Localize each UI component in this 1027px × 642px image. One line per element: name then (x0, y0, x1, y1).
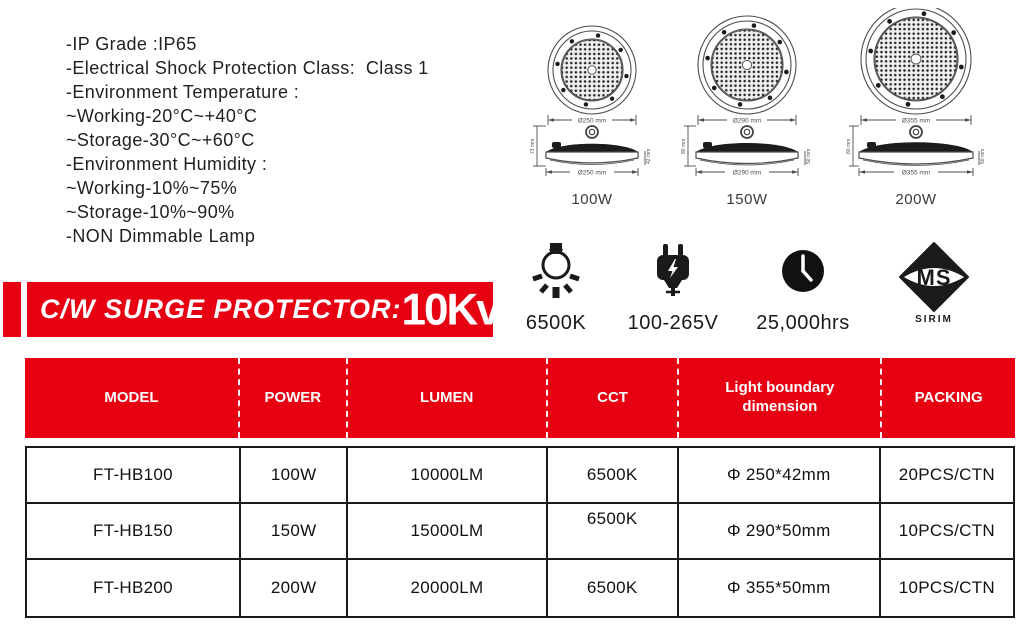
table-row: FT-HB100 100W 10000LM 6500K Φ 250*42mm 2… (27, 448, 1013, 504)
feature-label-voltage: 100-265V (627, 312, 719, 334)
power-plug-icon (657, 244, 689, 296)
cell-dimension: Φ 355*50mm (679, 560, 881, 616)
feature-cct: 6500K (501, 242, 611, 335)
table-row: FT-HB200 200W 20000LM 6500K Φ 355*50mm 1… (27, 560, 1013, 616)
dimension-label: Ø290 mm (733, 170, 762, 177)
column-header-dimension: Light boundary dimension (679, 358, 883, 438)
feature-label-cct: 6500K (525, 312, 587, 334)
clock-icon (782, 250, 824, 292)
column-header-lumen: LUMEN (348, 358, 548, 438)
technical-drawing-100w: Ø250 mm 73 mm 42 mm Ø250 mm 100W (522, 8, 662, 208)
spec-table-body: FT-HB100 100W 10000LM 6500K Φ 250*42mm 2… (25, 446, 1015, 618)
spec-line: ~Working-20°C~+40°C (66, 106, 258, 126)
spec-line: ~Working-10%~75% (66, 178, 238, 198)
dimension-label: Ø355 mm (902, 118, 931, 125)
surge-banner-label: C/W SURGE PROTECTOR: (40, 294, 402, 324)
cell-power: 200W (241, 560, 349, 616)
drawing-200w-views: Ø355 mm 80 mm 50 mm Ø355 mm (846, 8, 986, 177)
cell-packing: 10PCS/CTN (898, 578, 996, 597)
surge-banner-value: 10Kv (401, 284, 501, 335)
feature-label-sirim: SIRIM (915, 314, 953, 325)
top-dimension-line: Ø250 mm (547, 115, 637, 125)
column-header-packing: PACKING (914, 388, 983, 406)
spec-line: -Environment Humidity : (66, 154, 268, 174)
cell-lumen: 10000LM (348, 448, 548, 502)
side-view: 80 mm 50 mm Ø355 mm (846, 125, 986, 177)
table-row: FT-HB150 150W 15000LM 6500K Φ 290*50mm 1… (27, 504, 1013, 560)
spec-line: -IP Grade :IP65 (66, 34, 197, 54)
spec-line: ~Storage-30°C~+60°C (66, 130, 255, 150)
drawing-wattage-label: 100W (571, 191, 613, 208)
side-view: 80 mm 50 mm Ø290 mm (681, 125, 812, 177)
feature-lifetime: 25,000hrs (748, 242, 858, 335)
spec-line: -Environment Temperature : (66, 82, 300, 102)
cell-model: FT-HB150 (27, 504, 241, 558)
surge-protector-banner: C/W SURGE PROTECTOR: 10Kv (27, 282, 501, 337)
dimension-label: Ø290 mm (733, 118, 762, 125)
spec-line: -NON Dimmable Lamp (66, 226, 256, 246)
spec-line: -Electrical Shock Protection Class: Clas… (66, 58, 429, 78)
drawing-wattage-label: 200W (895, 191, 937, 208)
column-header-model: MODEL (25, 358, 240, 438)
banner-accent-strip (3, 282, 21, 337)
drawing-150w-views: Ø290 mm 80 mm 50 mm Ø290 mm (681, 15, 812, 177)
overall-height-label: 80 mm (846, 139, 852, 154)
cell-lumen: 20000LM (348, 560, 548, 616)
feature-certification: MS SIRIM (879, 242, 989, 325)
spec-table-header: MODEL POWER LUMEN CCT Light boundary dim… (25, 358, 1015, 438)
drawing-100w-views: Ø250 mm 73 mm 42 mm Ø250 mm (530, 25, 652, 177)
body-height-label: 42 mm (646, 149, 652, 164)
overall-height-label: 73 mm (530, 139, 536, 154)
column-header-cct: CCT (548, 358, 680, 438)
cell-cct: 6500K (548, 560, 679, 616)
feature-voltage: 100-265V (618, 242, 728, 335)
dimension-label: Ø250 mm (578, 118, 607, 125)
cell-dimension: Φ 250*42mm (679, 448, 881, 502)
overall-height-label: 80 mm (681, 139, 687, 154)
cell-lumen: 15000LM (348, 504, 548, 558)
spec-line: ~Storage-10%~90% (66, 202, 235, 222)
technical-drawing-200w: Ø355 mm 80 mm 50 mm Ø355 mm 200W (846, 8, 986, 208)
dimension-label: Ø355 mm (902, 170, 931, 177)
cell-packing: 20PCS/CTN (898, 465, 996, 484)
cell-cct: 6500K (548, 504, 679, 558)
ms-sirim-logo: MS (899, 242, 969, 312)
cell-power: 100W (241, 448, 349, 502)
drawing-wattage-label: 150W (726, 191, 768, 208)
cell-packing: 10PCS/CTN (898, 521, 996, 540)
dimension-label: Ø250 mm (578, 170, 607, 177)
feature-label-lifetime: 25,000hrs (756, 312, 850, 334)
top-dimension-line: Ø290 mm (697, 115, 797, 125)
ms-monogram: MS (917, 265, 952, 290)
cell-cct: 6500K (548, 448, 679, 502)
cell-model: FT-HB200 (27, 560, 241, 616)
cell-dimension: Φ 290*50mm (679, 504, 881, 558)
bulb-rays-icon (532, 243, 580, 298)
column-header-power: POWER (240, 358, 348, 438)
spec-list: -IP Grade :IP65 -Electrical Shock Protec… (66, 32, 429, 248)
cell-model: FT-HB100 (27, 448, 241, 502)
side-view: 73 mm 42 mm Ø250 mm (530, 125, 652, 177)
top-dimension-line: Ø355 mm (860, 115, 972, 125)
body-height-label: 50 mm (806, 149, 812, 164)
technical-drawing-150w: Ø290 mm 80 mm 50 mm Ø290 mm 150W (677, 8, 817, 208)
cell-power: 150W (241, 504, 349, 558)
body-height-label: 50 mm (980, 149, 986, 164)
